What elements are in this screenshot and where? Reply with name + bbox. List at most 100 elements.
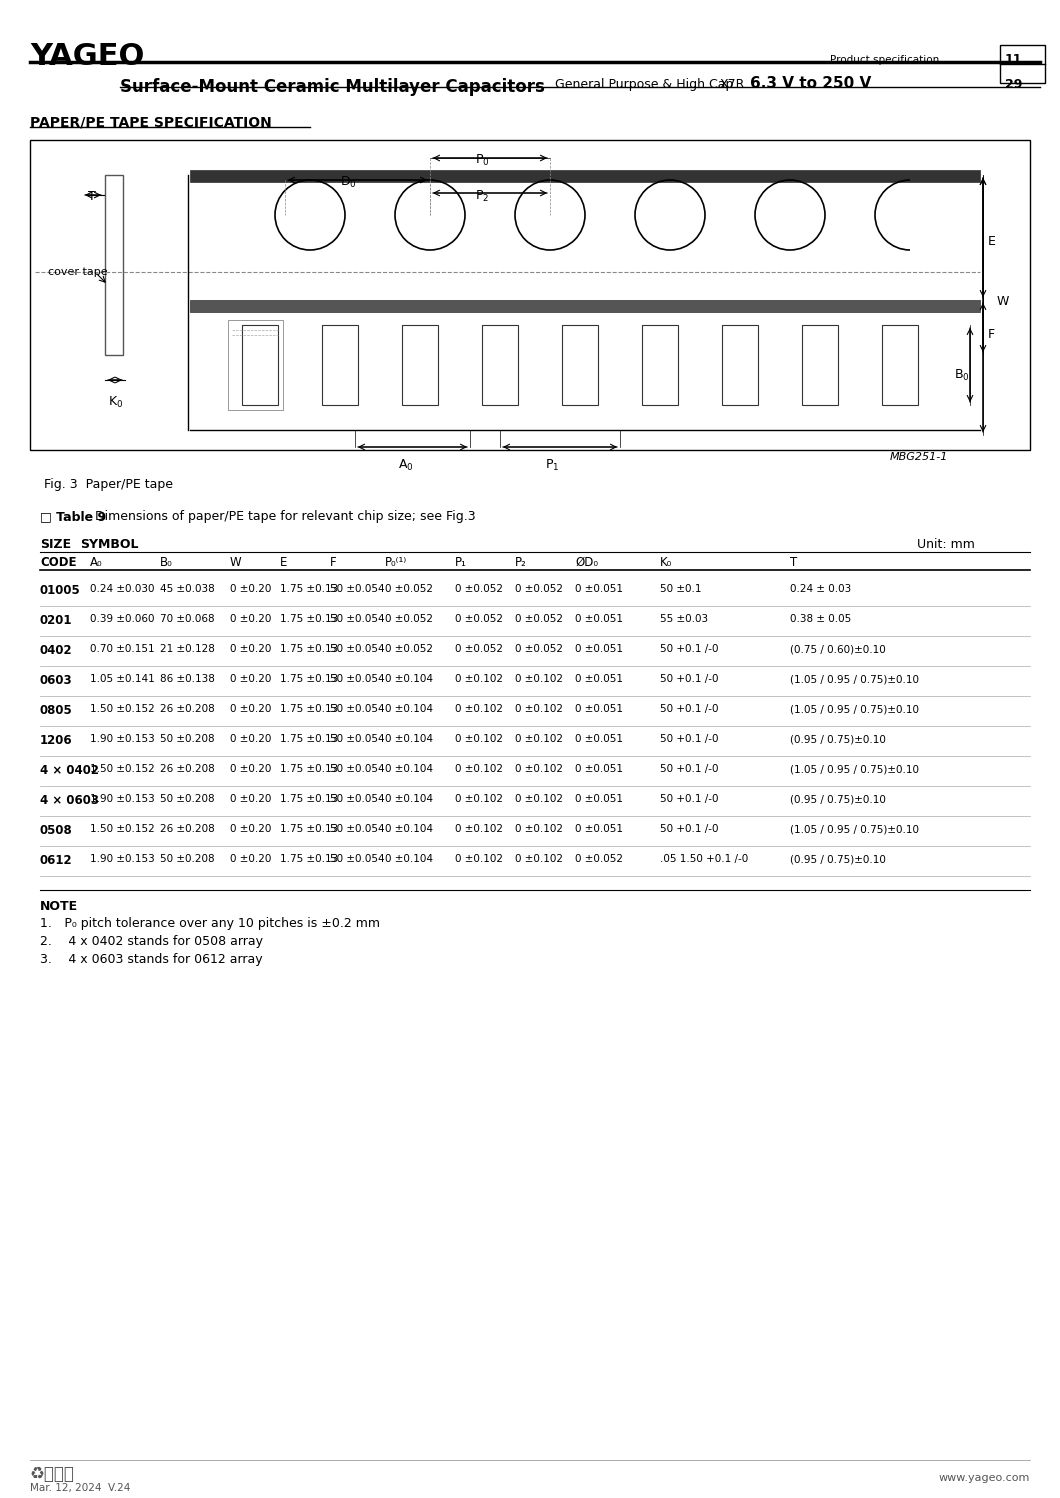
Text: 0 ±0.051: 0 ±0.051	[575, 704, 623, 715]
Bar	[228, 321, 283, 410]
Text: 29: 29	[1005, 78, 1023, 91]
Text: 50 ±0.1: 50 ±0.1	[660, 584, 702, 595]
Text: Surface-Mount Ceramic Multilayer Capacitors: Surface-Mount Ceramic Multilayer Capacit…	[120, 78, 545, 96]
Text: 1.75 ±0.13: 1.75 ±0.13	[280, 824, 338, 834]
Text: 0.70 ±0.151: 0.70 ±0.151	[90, 644, 155, 655]
Text: 86 ±0.138: 86 ±0.138	[160, 674, 215, 685]
Text: 0 ±0.052: 0 ±0.052	[455, 614, 504, 625]
Text: 50 +0.1 /-0: 50 +0.1 /-0	[660, 734, 719, 745]
Text: 0 ±0.20: 0 ±0.20	[230, 584, 271, 595]
Text: 11: 11	[1005, 52, 1023, 66]
Text: 4 × 0603: 4 × 0603	[40, 794, 99, 807]
Text: 0 ±0.052: 0 ±0.052	[575, 854, 623, 864]
Text: PAPER/PE TAPE SPECIFICATION: PAPER/PE TAPE SPECIFICATION	[30, 115, 271, 129]
Text: 0805: 0805	[40, 704, 73, 718]
Text: 0 ±0.052: 0 ±0.052	[385, 614, 432, 625]
Text: 70 ±0.068: 70 ±0.068	[160, 614, 214, 625]
Text: 50 ±0.054: 50 ±0.054	[330, 764, 385, 774]
Text: 0 ±0.20: 0 ±0.20	[230, 734, 271, 745]
Text: (0.95 / 0.75)±0.10: (0.95 / 0.75)±0.10	[790, 734, 886, 745]
Text: 4 × 0402: 4 × 0402	[40, 764, 99, 777]
Text: www.yageo.com: www.yageo.com	[938, 1473, 1030, 1483]
Text: F: F	[988, 328, 995, 342]
Text: 0 ±0.052: 0 ±0.052	[385, 644, 432, 655]
Text: 0 ±0.20: 0 ±0.20	[230, 854, 271, 864]
Text: B₀: B₀	[160, 556, 173, 569]
Text: 50 ±0.054: 50 ±0.054	[330, 584, 385, 595]
Text: (1.05 / 0.95 / 0.75)±0.10: (1.05 / 0.95 / 0.75)±0.10	[790, 674, 919, 685]
Text: 0 ±0.051: 0 ±0.051	[575, 644, 623, 655]
Text: 1.75 ±0.13: 1.75 ±0.13	[280, 704, 338, 715]
Text: 50 ±0.054: 50 ±0.054	[330, 704, 385, 715]
Text: NOTE: NOTE	[40, 900, 78, 912]
Text: P$_0$: P$_0$	[475, 153, 490, 168]
Text: 0 ±0.052: 0 ±0.052	[515, 584, 563, 595]
Text: CODE: CODE	[40, 556, 76, 569]
Text: 0 ±0.052: 0 ±0.052	[385, 584, 432, 595]
Text: 26 ±0.208: 26 ±0.208	[160, 704, 215, 715]
Text: P₀⁽¹⁾: P₀⁽¹⁾	[385, 556, 407, 569]
Text: 3.  4 x 0603 stands for 0612 array: 3. 4 x 0603 stands for 0612 array	[40, 953, 263, 966]
Text: 0 ±0.052: 0 ±0.052	[515, 644, 563, 655]
Text: 1206: 1206	[40, 734, 73, 748]
Text: 0 ±0.051: 0 ±0.051	[575, 824, 623, 834]
Text: □ Table 9: □ Table 9	[40, 509, 106, 523]
Text: D$_0$: D$_0$	[340, 175, 357, 190]
Text: 50 ±0.054: 50 ±0.054	[330, 824, 385, 834]
Text: 0 ±0.051: 0 ±0.051	[575, 734, 623, 745]
Text: 0 ±0.102: 0 ±0.102	[515, 764, 563, 774]
Text: 0 ±0.051: 0 ±0.051	[575, 764, 623, 774]
Text: 2.  4 x 0402 stands for 0508 array: 2. 4 x 0402 stands for 0508 array	[40, 935, 263, 948]
Text: 0 ±0.102: 0 ±0.102	[455, 824, 504, 834]
Text: 0 ±0.20: 0 ±0.20	[230, 704, 271, 715]
Text: 50 +0.1 /-0: 50 +0.1 /-0	[660, 674, 719, 685]
Text: 0 ±0.102: 0 ±0.102	[515, 704, 563, 715]
Text: 50 ±0.208: 50 ±0.208	[160, 734, 214, 745]
Text: 0 ±0.051: 0 ±0.051	[575, 794, 623, 804]
Text: 0 ±0.104: 0 ±0.104	[385, 764, 432, 774]
Text: 0402: 0402	[40, 644, 73, 658]
Text: 50 ±0.054: 50 ±0.054	[330, 734, 385, 745]
Text: 0 ±0.051: 0 ±0.051	[575, 584, 623, 595]
Text: Product specification: Product specification	[830, 55, 939, 64]
Text: SIZE: SIZE	[40, 538, 71, 551]
Text: 50 ±0.208: 50 ±0.208	[160, 794, 214, 804]
Text: T: T	[88, 190, 95, 204]
Text: E: E	[988, 235, 996, 249]
Text: 1.90 ±0.153: 1.90 ±0.153	[90, 854, 155, 864]
Bar	[642, 325, 678, 404]
Text: Fig. 3  Paper/PE tape: Fig. 3 Paper/PE tape	[45, 478, 173, 491]
Text: 50 ±0.054: 50 ±0.054	[330, 614, 385, 625]
Text: 1.50 ±0.152: 1.50 ±0.152	[90, 764, 155, 774]
Text: (1.05 / 0.95 / 0.75)±0.10: (1.05 / 0.95 / 0.75)±0.10	[790, 824, 919, 834]
Text: YAGEO: YAGEO	[30, 42, 144, 70]
Text: 0 ±0.104: 0 ±0.104	[385, 824, 432, 834]
Bar	[802, 325, 838, 404]
Text: ♻␀␀␀: ♻␀␀␀	[30, 1465, 75, 1483]
Bar	[1000, 45, 1045, 82]
Text: 1.50 ±0.152: 1.50 ±0.152	[90, 704, 155, 715]
Text: 55 ±0.03: 55 ±0.03	[660, 614, 708, 625]
Text: Unit: mm: Unit: mm	[917, 538, 975, 551]
Text: 0 ±0.102: 0 ±0.102	[455, 674, 504, 685]
Text: cover tape: cover tape	[48, 267, 108, 277]
Text: 50 +0.1 /-0: 50 +0.1 /-0	[660, 794, 719, 804]
Bar	[722, 325, 758, 404]
Text: 0 ±0.104: 0 ±0.104	[385, 854, 432, 864]
Bar	[882, 325, 918, 404]
Text: (0.95 / 0.75)±0.10: (0.95 / 0.75)±0.10	[790, 854, 886, 864]
Text: 1.75 ±0.13: 1.75 ±0.13	[280, 794, 338, 804]
Bar	[190, 169, 980, 181]
Bar	[322, 325, 358, 404]
Text: F: F	[330, 556, 337, 569]
Text: 50 ±0.208: 50 ±0.208	[160, 854, 214, 864]
Bar	[562, 325, 598, 404]
Text: 0 ±0.102: 0 ±0.102	[515, 674, 563, 685]
Text: 1.75 ±0.13: 1.75 ±0.13	[280, 854, 338, 864]
Text: 0 ±0.102: 0 ±0.102	[455, 764, 504, 774]
Text: 0 ±0.20: 0 ±0.20	[230, 824, 271, 834]
Text: 21 ±0.128: 21 ±0.128	[160, 644, 215, 655]
Text: .05 1.50 +0.1 /-0: .05 1.50 +0.1 /-0	[660, 854, 748, 864]
Text: 01005: 01005	[40, 584, 81, 598]
Text: X7R: X7R	[720, 78, 745, 91]
